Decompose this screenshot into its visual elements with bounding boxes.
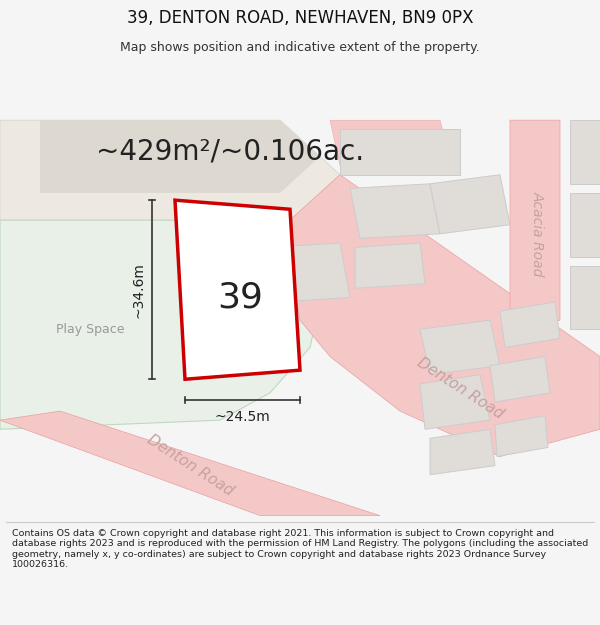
Polygon shape [0, 120, 340, 220]
Polygon shape [40, 120, 320, 193]
Text: Map shows position and indicative extent of the property.: Map shows position and indicative extent… [120, 41, 480, 54]
Polygon shape [570, 193, 600, 256]
Polygon shape [270, 243, 350, 302]
Text: 39: 39 [217, 281, 263, 314]
Polygon shape [330, 120, 450, 166]
Text: ~24.5m: ~24.5m [215, 409, 271, 424]
Polygon shape [420, 375, 490, 429]
Polygon shape [500, 302, 560, 348]
Polygon shape [290, 175, 600, 456]
Text: Denton Road: Denton Road [144, 432, 236, 499]
Text: Contains OS data © Crown copyright and database right 2021. This information is : Contains OS data © Crown copyright and d… [12, 529, 588, 569]
Polygon shape [420, 320, 500, 375]
Text: ~34.6m: ~34.6m [131, 262, 145, 318]
Polygon shape [495, 416, 548, 456]
Polygon shape [350, 184, 440, 238]
Text: Acacia Road: Acacia Road [531, 191, 545, 276]
Polygon shape [430, 175, 510, 234]
Polygon shape [570, 120, 600, 184]
Polygon shape [340, 129, 460, 175]
Text: 39, DENTON ROAD, NEWHAVEN, BN9 0PX: 39, DENTON ROAD, NEWHAVEN, BN9 0PX [127, 9, 473, 28]
Polygon shape [570, 266, 600, 329]
Polygon shape [0, 411, 380, 516]
Polygon shape [490, 356, 550, 402]
Polygon shape [0, 220, 330, 429]
Polygon shape [430, 429, 495, 475]
Polygon shape [510, 120, 560, 329]
Polygon shape [175, 200, 300, 379]
Text: Denton Road: Denton Road [414, 355, 506, 422]
Polygon shape [355, 243, 425, 288]
Text: Play Space: Play Space [56, 322, 124, 336]
Text: ~429m²/~0.106ac.: ~429m²/~0.106ac. [96, 138, 364, 166]
